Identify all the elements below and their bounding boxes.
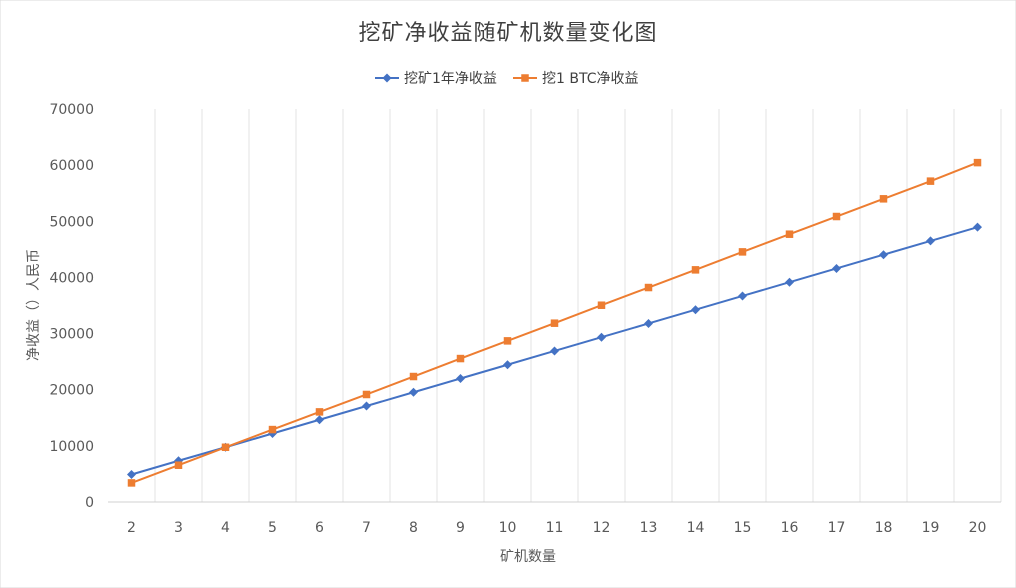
series-1-point	[879, 250, 888, 260]
x-tick-label: 11	[546, 520, 564, 536]
series-2-point	[456, 354, 465, 363]
series-1-point	[738, 291, 747, 301]
x-tick-label: 2	[127, 520, 136, 536]
x-tick-label: 4	[221, 520, 230, 536]
series-1-point	[926, 236, 935, 246]
series-2-point	[832, 212, 841, 221]
x-tick-label: 10	[499, 520, 517, 536]
x-tick-label: 9	[456, 520, 465, 536]
series-1-point	[503, 360, 512, 370]
series-2-point	[409, 372, 418, 381]
series-2-point	[785, 230, 794, 238]
series-1	[127, 222, 982, 479]
legend-label: 挖1 BTC净收益	[542, 71, 638, 87]
series-1-point	[362, 401, 371, 411]
x-tick-label: 13	[640, 520, 658, 536]
series-2-point	[174, 461, 183, 469]
series-2-point	[926, 177, 935, 185]
x-tick-label: 15	[734, 520, 752, 536]
x-tick-label: 6	[315, 520, 324, 536]
series-2-point	[503, 337, 512, 345]
y-axis-title: 净收益（）人民币	[26, 249, 42, 361]
x-tick-label: 7	[362, 520, 371, 536]
legend-item-2: 挖1 BTC净收益	[513, 71, 638, 87]
y-tick-label: 20000	[49, 383, 94, 399]
series-1-point	[597, 332, 606, 342]
series-2-point	[550, 319, 559, 327]
series-layer	[127, 158, 982, 487]
legend-swatch-marker	[521, 74, 529, 82]
series-1-point	[973, 222, 982, 232]
chart-title: 挖矿净收益随矿机数量变化图	[358, 21, 657, 46]
series-2-point	[268, 425, 277, 434]
x-tick-label: 17	[828, 520, 846, 536]
series-1-point	[691, 305, 700, 315]
legend-label: 挖矿1年净收益	[404, 71, 497, 87]
x-tick-label: 16	[781, 520, 799, 536]
y-tick-label: 0	[85, 495, 94, 511]
series-2-point	[127, 479, 136, 487]
series-1-point	[832, 263, 841, 273]
series-2-point	[362, 390, 371, 399]
x-tick-label: 3	[174, 520, 183, 536]
y-tick-label: 50000	[49, 214, 94, 230]
series-2-point	[644, 283, 653, 292]
y-tick-label: 70000	[49, 102, 94, 118]
grid-lines	[154, 109, 1002, 502]
x-tick-label: 14	[687, 520, 705, 536]
y-tick-label: 60000	[49, 158, 94, 174]
series-1-point	[785, 277, 794, 287]
legend-swatch-marker	[382, 73, 392, 83]
series-2-point	[973, 158, 982, 167]
series-2-point	[221, 443, 230, 452]
legend-item-1: 挖矿1年净收益	[375, 71, 497, 87]
series-1-point	[456, 373, 465, 383]
series-2-point	[691, 266, 700, 274]
series-1-point	[127, 469, 136, 479]
series-2-point	[597, 301, 606, 309]
y-tick-label: 40000	[49, 270, 94, 286]
x-tick-label: 8	[409, 520, 418, 536]
x-tick-label: 20	[969, 520, 987, 536]
axes: 0 10000 20000 30000 40000 50000 60000 70000 2 3 4 5…	[49, 102, 1001, 536]
series-1-point	[315, 415, 324, 425]
x-tick-label: 19	[922, 520, 940, 536]
series-1-point	[409, 387, 418, 397]
legend: 挖矿1年净收益 挖1 BTC净收益	[375, 71, 638, 87]
x-tick-label: 12	[593, 520, 611, 536]
x-tick-label: 18	[875, 520, 893, 536]
series-1-point	[644, 318, 653, 328]
series-2-point	[738, 248, 747, 256]
y-tick-label: 30000	[49, 327, 94, 343]
series-2-point	[315, 408, 324, 416]
series-1-point	[550, 346, 559, 356]
x-axis-title: 矿机数量	[500, 549, 556, 565]
series-2-point	[879, 195, 888, 203]
y-tick-label: 10000	[49, 439, 94, 455]
series-2	[127, 158, 982, 487]
x-tick-label: 5	[268, 520, 277, 536]
